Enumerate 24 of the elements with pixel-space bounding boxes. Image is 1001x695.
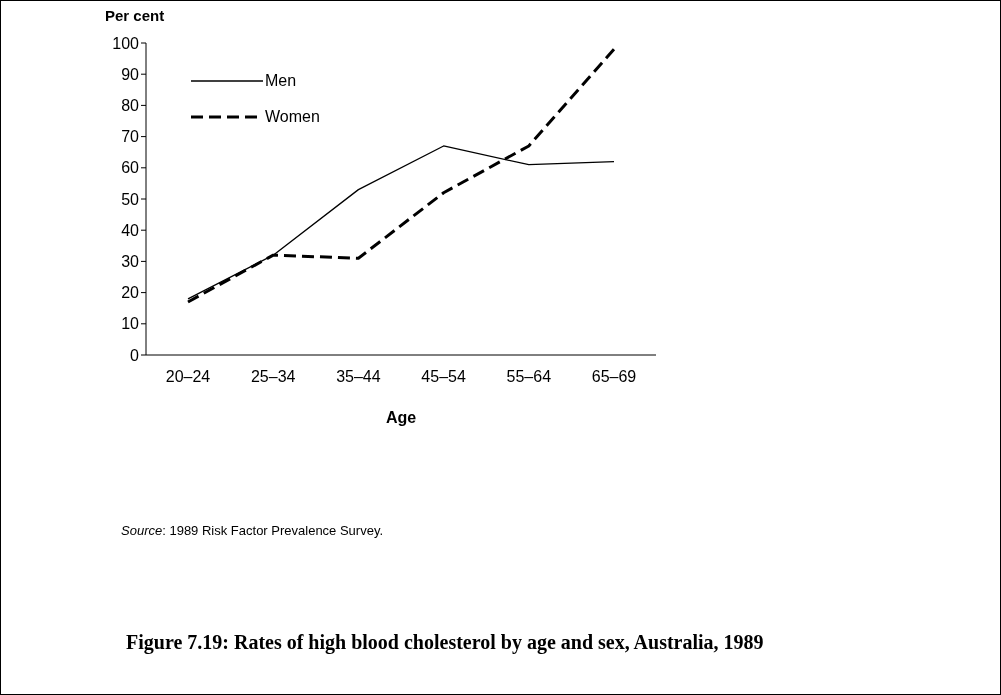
x-tick-label: 35–44 bbox=[336, 368, 381, 386]
y-tick-label: 80 bbox=[121, 97, 140, 115]
legend-label: Men bbox=[265, 72, 297, 90]
y-tick-label: 60 bbox=[121, 159, 140, 177]
y-tick-label: 100 bbox=[112, 34, 140, 52]
line-series bbox=[186, 47, 616, 304]
text: Figure 7.19: Rates of high blood cholesterol by age and sex, Australia, 1989 bbox=[126, 631, 764, 654]
x-tick-label: 65–69 bbox=[591, 368, 637, 386]
x-tick-label: 25–34 bbox=[250, 368, 296, 386]
x-tick-label: 55–64 bbox=[506, 368, 552, 386]
x-axis-title: Age bbox=[385, 409, 417, 426]
legend-label: Women bbox=[265, 108, 320, 126]
x-tick-label: 45–54 bbox=[421, 368, 466, 386]
y-tick-label: 50 bbox=[121, 190, 140, 208]
y-tick-label: 20 bbox=[121, 284, 140, 302]
y-tick-label: 0 bbox=[130, 346, 140, 364]
source-note: Source: 1989 Risk Factor Prevalence Survey. bbox=[121, 523, 384, 538]
y-tick-label: 10 bbox=[121, 315, 140, 333]
y-axis-title: Per cent bbox=[105, 7, 165, 24]
y-tick-label: 70 bbox=[121, 128, 140, 146]
y-tick-label: 30 bbox=[121, 253, 140, 271]
y-tick-label: 40 bbox=[121, 221, 140, 239]
x-tick-label: 20–24 bbox=[165, 368, 211, 386]
y-tick-label: 90 bbox=[121, 65, 140, 83]
